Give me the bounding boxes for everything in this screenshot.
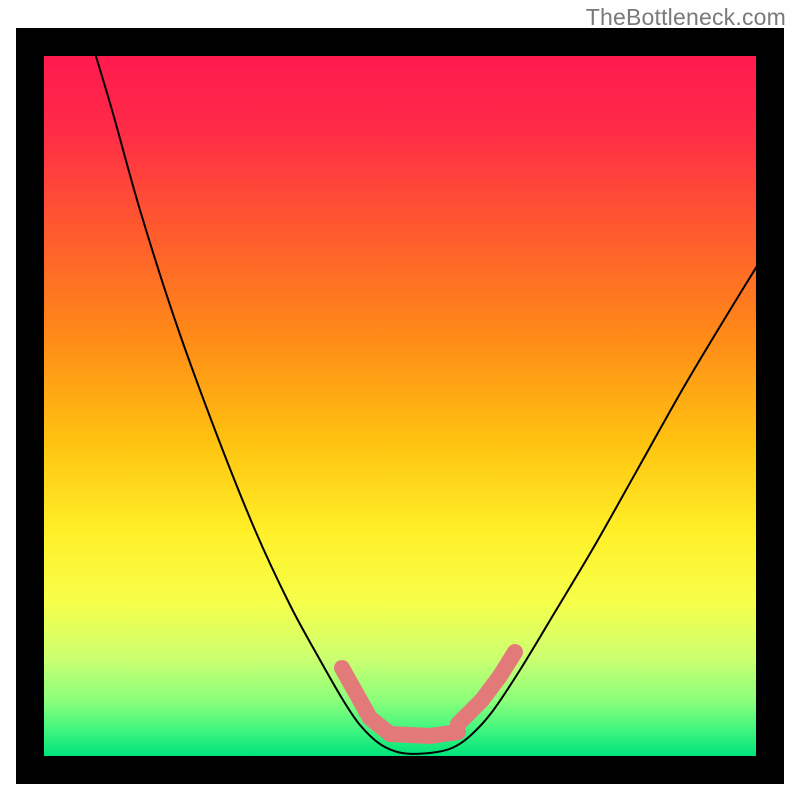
attribution-label: TheBottleneck.com [586,4,786,31]
bottleneck-chart [0,0,800,800]
gradient-background [44,56,756,756]
marker-segment [430,732,458,736]
chart-canvas: TheBottleneck.com [0,0,800,800]
